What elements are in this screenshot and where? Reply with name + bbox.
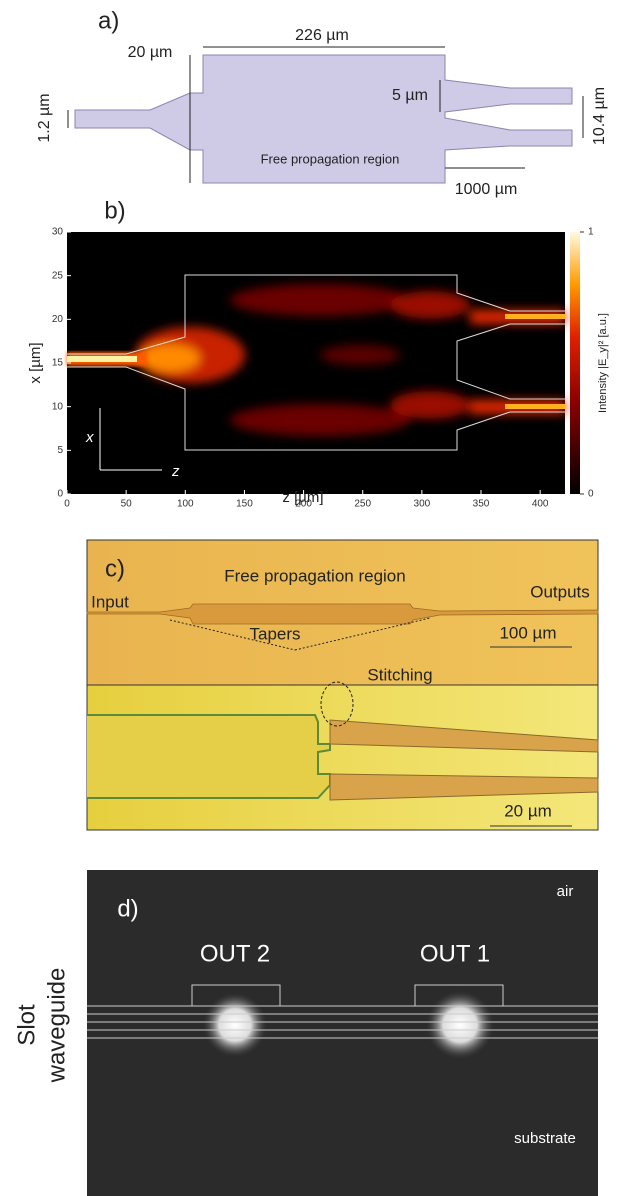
panel-label: d) [117, 895, 138, 922]
panel-label: c) [105, 555, 125, 582]
x-tick-label: 350 [473, 499, 490, 510]
axis-arrow-label: z [171, 463, 180, 480]
annotation: air [557, 883, 574, 900]
device [87, 715, 330, 798]
x-tick-label: 100 [177, 499, 194, 510]
annotation: Stitching [367, 665, 432, 684]
colorbar-tick-label: 0 [588, 489, 594, 500]
output-label: OUT 2 [200, 940, 270, 967]
panel-d: d) air OUT 2 OUT 1 substrate Slot wavegu… [13, 870, 598, 1196]
output-spot [203, 993, 267, 1057]
annotation: Free propagation region [224, 566, 405, 585]
output-label: OUT 1 [420, 940, 490, 967]
annotation: substrate [514, 1130, 576, 1147]
dim-text: 1.2 µm [36, 93, 53, 142]
y-tick-label: 0 [57, 489, 63, 500]
annotation: Input [91, 592, 129, 611]
scale-label: 20 µm [504, 801, 552, 820]
x-tick-label: 300 [414, 499, 431, 510]
x-tick-label: 250 [354, 499, 371, 510]
y-tick-label: 10 [52, 401, 64, 412]
y-tick-label: 20 [52, 314, 64, 325]
colorbar-label: Intensity |E_y|² [a.u.] [597, 313, 609, 413]
x-tick-label: 200 [295, 499, 312, 510]
y-tick-label: 25 [52, 270, 64, 281]
colorbar [570, 232, 580, 494]
region-label: Free propagation region [261, 151, 400, 166]
panel-c: c) Free propagation region Input Outputs… [87, 540, 598, 830]
y-tick-label: 30 [52, 227, 64, 238]
y-tick-label: 5 [57, 445, 63, 456]
dim-text: 1000 µm [455, 181, 518, 198]
x-tick-label: 400 [532, 499, 549, 510]
panel-label: a) [98, 7, 119, 34]
input-mode [67, 356, 137, 362]
panel-label: b) [104, 197, 125, 224]
annotation: Outputs [530, 582, 590, 601]
figure: a) 226 µm 20 µm 1.2 µm 5 µm 10.4 µm 1000… [0, 0, 617, 1196]
y-axis-label: x [µm] [27, 342, 44, 383]
output-spot [426, 991, 494, 1059]
annotation: Tapers [249, 624, 300, 643]
x-tick-label: 150 [236, 499, 253, 510]
side-label: Slot [13, 1004, 40, 1046]
camera-image [87, 870, 598, 1196]
side-label: waveguide [43, 968, 70, 1084]
output-mode [505, 404, 565, 409]
scale-label: 100 µm [499, 623, 556, 642]
dim-text: 20 µm [128, 44, 173, 61]
output-mode [505, 314, 565, 319]
dim-text: 10.4 µm [591, 87, 608, 145]
y-tick-label: 15 [52, 358, 64, 369]
x-tick-label: 50 [121, 499, 133, 510]
panel-b: b) x z z [µm] x [µm] Intensity |E_y|² [a… [27, 197, 609, 509]
dim-text: 226 µm [295, 27, 349, 44]
colorbar-tick-label: 1 [588, 227, 594, 238]
axis-arrow-label: x [85, 429, 94, 446]
dim-text: 5 µm [392, 87, 428, 104]
x-tick-label: 0 [64, 499, 70, 510]
panel-a: a) 226 µm 20 µm 1.2 µm 5 µm 10.4 µm 1000… [36, 7, 608, 198]
